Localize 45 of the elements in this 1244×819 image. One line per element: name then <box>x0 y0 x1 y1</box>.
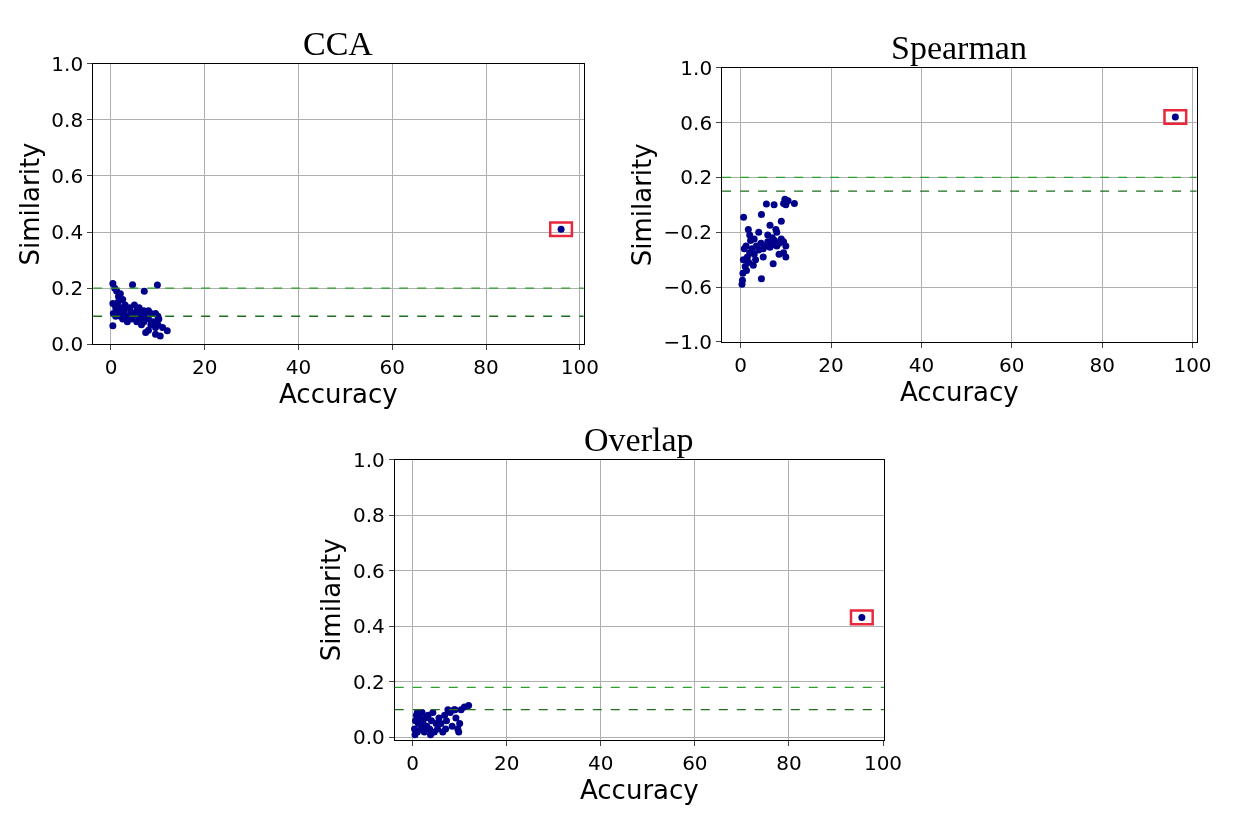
y-tick-label: 0.2 <box>51 276 84 301</box>
y-tick-label: −0.6 <box>663 275 713 300</box>
y-tick-label: 0.0 <box>51 332 84 357</box>
x-axis-title: Accuracy <box>580 775 699 806</box>
y-tick-label: 0.6 <box>680 110 713 135</box>
x-tick-label: 20 <box>494 751 520 776</box>
y-tick-label: 0.2 <box>352 669 385 694</box>
y-tick-label: 0.0 <box>352 725 385 750</box>
y-axis-title: Similarity <box>316 538 347 662</box>
x-tick-label: 100 <box>1173 352 1212 377</box>
y-tick-label: 0.2 <box>680 165 713 190</box>
y-tick-label: 0.4 <box>352 614 385 639</box>
y-axis-title: Similarity <box>626 143 657 267</box>
y-axis-title: Similarity <box>14 142 45 266</box>
x-tick-label: 20 <box>192 355 218 380</box>
x-tick-label: 100 <box>863 751 903 776</box>
x-tick-label: 100 <box>560 355 599 380</box>
chart-title: CCA <box>303 25 374 62</box>
x-tick-label: 0 <box>104 355 118 380</box>
y-tick-label: 0.6 <box>352 558 385 583</box>
x-tick-label: 40 <box>908 352 935 377</box>
y-tick-label: 1.0 <box>51 51 84 76</box>
y-tick-label: 1.0 <box>680 55 713 80</box>
y-tick-label: 1.0 <box>352 447 385 472</box>
y-tick-label: 0.6 <box>51 163 84 188</box>
chart-title: Overlap <box>584 421 694 458</box>
y-tick-label: −0.2 <box>663 220 713 245</box>
x-tick-label: 20 <box>818 352 844 377</box>
x-tick-label: 80 <box>776 751 802 776</box>
x-tick-label: 40 <box>285 355 312 380</box>
x-axis-title: Accuracy <box>279 379 398 410</box>
y-tick-label: 0.8 <box>352 503 385 528</box>
x-tick-label: 60 <box>379 355 406 380</box>
x-tick-label: 80 <box>473 355 499 380</box>
y-tick-label: −1.0 <box>663 329 713 354</box>
x-tick-label: 0 <box>734 352 748 377</box>
chart-title: Spearman <box>891 29 1027 66</box>
x-axis-title: Accuracy <box>899 376 1019 407</box>
x-tick-label: 80 <box>1089 352 1115 377</box>
y-tick-label: 0.8 <box>51 107 84 132</box>
x-tick-label: 40 <box>588 751 614 776</box>
x-tick-label: 0 <box>406 751 420 776</box>
y-tick-label: 0.4 <box>51 220 84 245</box>
x-tick-label: 60 <box>682 751 708 776</box>
x-tick-label: 60 <box>999 352 1025 377</box>
